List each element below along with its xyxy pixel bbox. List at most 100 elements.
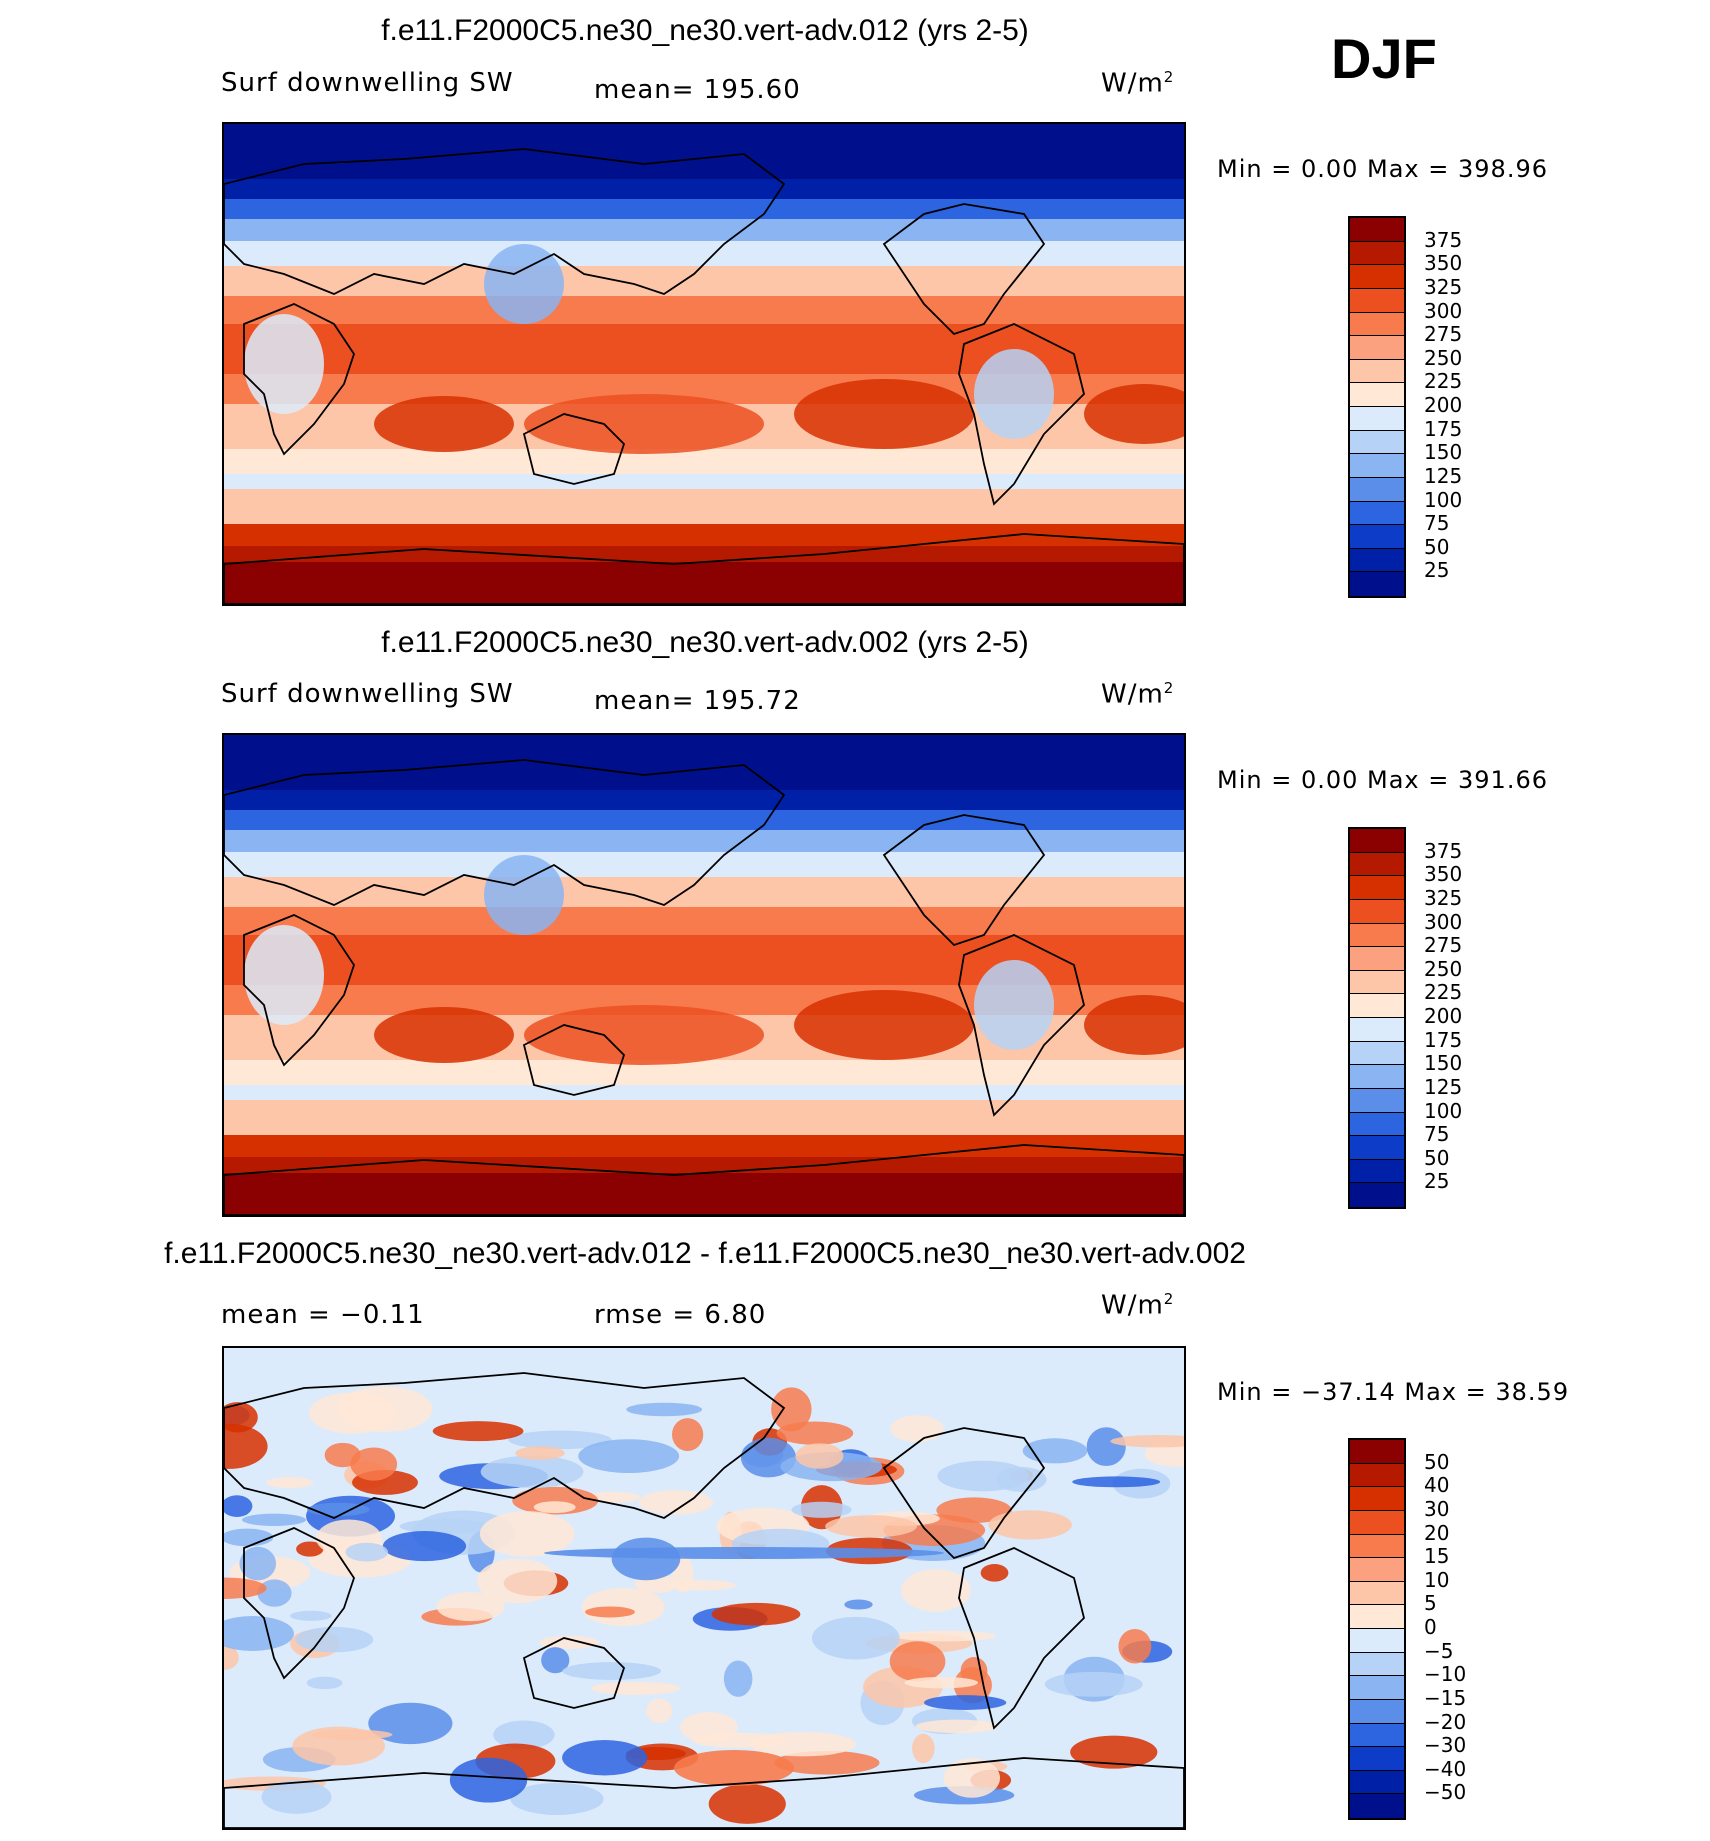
diff-anomaly [674, 1750, 794, 1786]
diff-anomaly [224, 1577, 267, 1599]
diff-anomaly [345, 1542, 389, 1562]
coastline [958, 323, 1085, 506]
colorbar-swatch [1350, 1652, 1404, 1677]
field-feature [1084, 384, 1184, 444]
diff-anomaly [224, 1645, 239, 1670]
diff-anomaly [306, 1676, 343, 1690]
field-feature [1084, 995, 1184, 1055]
latitude-band [224, 830, 1184, 852]
latitude-band [224, 1135, 1184, 1157]
colorbar-swatch [1350, 477, 1404, 502]
diff-anomaly [1022, 1438, 1088, 1464]
coastline [522, 413, 626, 485]
field-feature [484, 855, 564, 935]
diff-anomaly [261, 1780, 332, 1814]
coastline [224, 759, 786, 906]
diff-anomaly [711, 1602, 801, 1626]
colorbar-swatch [1350, 1136, 1404, 1160]
coastline [224, 1757, 1184, 1828]
latitude-band [224, 524, 1184, 546]
latitude-band [224, 179, 1184, 199]
panel-3-units: W/m2 [1101, 1290, 1175, 1321]
colorbar-swatch [1350, 1723, 1404, 1748]
colorbar-swatch [1350, 1676, 1404, 1700]
colorbar-tick-label: 200 [1424, 393, 1463, 417]
colorbar-swatch [1350, 265, 1404, 289]
latitude-band [224, 810, 1184, 830]
colorbar-tick-label: 200 [1424, 1004, 1463, 1028]
diff-anomaly [581, 1587, 665, 1627]
panel-2-minmax: Min = 0.00 Max = 391.66 [1217, 766, 1548, 794]
colorbar-swatch [1350, 876, 1404, 900]
colorbar-tick-label: −50 [1424, 1780, 1467, 1805]
colorbar-tick-label: 275 [1424, 933, 1463, 958]
diff-anomaly [1070, 1735, 1158, 1769]
diff-anomaly [937, 1460, 1029, 1492]
latitude-band [224, 1085, 1184, 1100]
colorbar-swatch [1350, 1510, 1404, 1535]
diff-anomaly [900, 1569, 971, 1612]
colorbar-tick-label: 225 [1424, 369, 1463, 394]
panel-3-rmse: rmse = 6.80 [594, 1300, 767, 1330]
colorbar-swatch [1350, 1770, 1404, 1795]
diff-anomaly [915, 1719, 999, 1734]
colorbar-tick-label: 375 [1424, 227, 1463, 252]
colorbar-tick-label: 15 [1424, 1544, 1450, 1569]
colorbar-tick-label: 275 [1424, 322, 1463, 347]
coastline [522, 1637, 626, 1709]
latitude-band [224, 241, 1184, 266]
diff-anomaly [515, 1446, 565, 1460]
diff-anomaly [479, 1511, 575, 1557]
diff-anomaly [1110, 1434, 1184, 1448]
diff-anomaly [290, 1610, 332, 1621]
colorbar-swatch [1350, 525, 1404, 549]
colorbar-tick-label: 325 [1424, 274, 1463, 299]
colorbar-swatch [1350, 1041, 1404, 1066]
field-feature [244, 314, 324, 414]
latitude-band [224, 907, 1184, 935]
colorbar-swatch [1350, 312, 1404, 337]
latitude-band [224, 1157, 1184, 1173]
panel-2-units: W/m2 [1101, 679, 1175, 710]
colorbar-tick-label: 225 [1424, 980, 1463, 1005]
panel-3-colorbar-labels: 50 40 30 20 15 10 5 0 −5 −10 −15 −20 −30 −40 −50 [1424, 1438, 1484, 1816]
colorbar-tick-label: 150 [1424, 1051, 1463, 1076]
diff-anomaly [539, 1635, 600, 1649]
colorbar-swatch [1350, 1065, 1404, 1089]
diff-anomaly [241, 1513, 306, 1526]
panel-3-map [222, 1346, 1186, 1830]
field-feature [524, 1005, 764, 1065]
diff-anomaly [265, 1477, 314, 1489]
field-feature [974, 349, 1054, 439]
colorbar-swatch [1350, 852, 1404, 877]
colorbar-tick-label: −15 [1424, 1685, 1467, 1710]
colorbar-swatch [1350, 1487, 1404, 1511]
diff-anomaly [224, 1616, 294, 1651]
panel-1-variable: Surf downwelling SW [221, 68, 514, 98]
colorbar-tick-label: 30 [1424, 1496, 1450, 1521]
colorbar-tick-label: −5 [1424, 1638, 1454, 1663]
field-feature [524, 394, 764, 454]
colorbar-tick-label: 175 [1424, 416, 1463, 441]
colorbar-swatch [1350, 1183, 1404, 1207]
latitude-band [224, 877, 1184, 907]
diff-anomaly [980, 1564, 1009, 1582]
diff-anomaly [912, 1733, 935, 1764]
diff-anomaly [578, 1439, 680, 1474]
panel-3-mean: mean = −0.11 [221, 1300, 425, 1330]
colorbar-swatch [1350, 970, 1404, 995]
season-label: DJF [1331, 27, 1437, 90]
colorbar-tick-label: −10 [1424, 1662, 1467, 1687]
colorbar-swatch [1350, 1558, 1404, 1582]
colorbar-swatch [1350, 1088, 1404, 1113]
colorbar-swatch [1350, 1699, 1404, 1724]
colorbar-swatch [1350, 359, 1404, 384]
diff-anomaly [723, 1660, 753, 1697]
diff-anomaly [480, 1455, 584, 1488]
field-feature [794, 990, 974, 1060]
coastline [958, 934, 1085, 1117]
latitude-band [224, 449, 1184, 474]
diff-anomaly [257, 1579, 292, 1607]
diff-anomaly [844, 1599, 873, 1610]
coastline [224, 148, 786, 295]
